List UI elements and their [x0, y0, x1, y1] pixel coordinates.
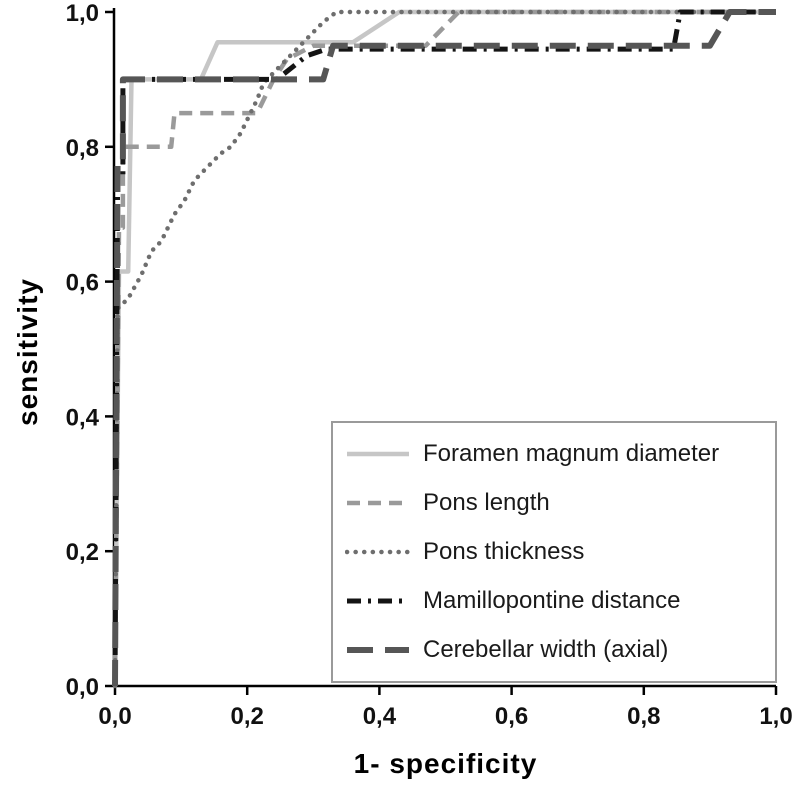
legend-label: Pons length — [423, 488, 550, 516]
x-tick-label: 0,0 — [98, 703, 131, 730]
series-line-pons-length — [112, 9, 776, 687]
legend-line-sample — [345, 549, 411, 555]
y-tick-label: 0,8 — [66, 135, 99, 162]
y-tick-label: 0,4 — [66, 404, 100, 431]
x-tick-label: 0,4 — [363, 703, 397, 730]
x-tick-label: 0,8 — [627, 703, 660, 730]
series-line-mamillopontine-distance — [112, 9, 776, 687]
y-axis-title: sensitivity — [12, 278, 43, 426]
legend-label: Mamillopontine distance — [423, 587, 681, 615]
series-line-cerebellar-width-axial — [112, 9, 776, 687]
legend-label: Foramen magnum diameter — [423, 439, 720, 467]
legend-item: Pons thickness — [333, 538, 775, 566]
legend-item: Pons length — [333, 489, 775, 517]
x-tick-label: 0,2 — [231, 703, 264, 730]
series-line-pons-thickness — [112, 9, 779, 689]
x-tick-label: 1,0 — [759, 703, 792, 730]
y-tick-label: 0,0 — [66, 674, 99, 701]
y-tick-label: 0,2 — [66, 539, 99, 566]
legend-item: Mamillopontine distance — [333, 587, 775, 615]
legend-label: Pons thickness — [423, 537, 585, 565]
legend-line-sample — [347, 598, 409, 604]
legend-box: Foramen magnum diameter Pons length Pons t… — [331, 421, 777, 683]
y-tick-label: 1,0 — [66, 0, 99, 27]
legend-item: Foramen magnum diameter — [333, 440, 775, 468]
x-tick-label: 0,6 — [495, 703, 528, 730]
legend-line-sample — [347, 451, 409, 456]
legend-label: Cerebellar width (axial) — [423, 636, 669, 664]
y-tick-label: 0,6 — [66, 270, 99, 297]
legend-item: Cerebellar width (axial) — [333, 636, 775, 664]
legend-line-sample — [347, 500, 409, 506]
legend-line-sample — [347, 647, 409, 654]
x-axis-title: 1- specificity — [353, 748, 538, 779]
